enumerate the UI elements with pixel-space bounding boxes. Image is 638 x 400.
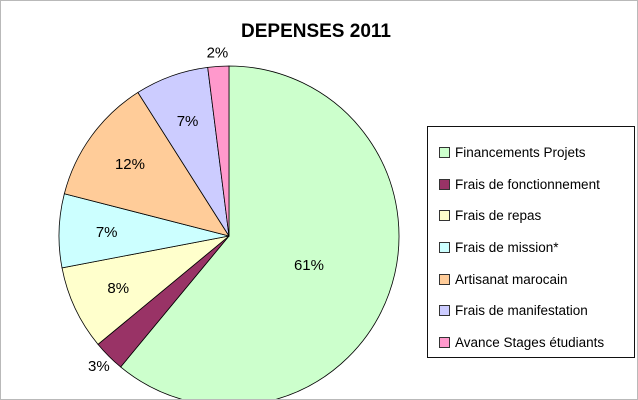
legend-swatch-6	[439, 336, 450, 348]
legend-item-2: Frais de repas	[428, 200, 634, 232]
legend-item-4: Artisanat marocain	[428, 263, 634, 295]
legend-item-3: Frais de mission*	[428, 232, 634, 264]
legend-swatch-2	[439, 210, 450, 222]
chart-title: DEPENSES 2011	[241, 21, 391, 42]
slice-label-2: 8%	[107, 280, 129, 297]
legend-label-6: Avance Stages étudiants	[455, 334, 605, 350]
legend-swatch-1	[439, 178, 450, 190]
legend-label-0: Financements Projets	[455, 145, 586, 161]
legend-item-0: Financements Projets	[428, 137, 634, 169]
slice-label-3: 7%	[96, 224, 118, 241]
slice-label-4: 12%	[115, 156, 145, 173]
legend-swatch-4	[439, 273, 450, 285]
legend-item-1: Frais de fonctionnement	[428, 169, 634, 201]
legend-label-1: Frais de fonctionnement	[455, 176, 600, 192]
pie-slice-6	[207, 65, 230, 237]
slice-label-1: 3%	[88, 358, 110, 375]
legend-label-5: Frais de manifestation	[455, 303, 588, 319]
legend-item-5: Frais de manifestation	[428, 295, 634, 327]
legend: Financements Projets Frais de fonctionnem…	[427, 126, 635, 358]
slice-label-6: 2%	[207, 44, 229, 61]
pie-slice-0	[120, 65, 400, 399]
legend-label-3: Frais de mission*	[455, 240, 559, 256]
pie-slice-4	[63, 91, 230, 237]
legend-swatch-3	[439, 242, 450, 254]
legend-swatch-0	[439, 147, 450, 159]
slice-label-5: 7%	[177, 113, 199, 130]
legend-swatch-5	[439, 305, 450, 317]
slice-label-0: 61%	[294, 257, 324, 274]
legend-label-2: Frais de repas	[455, 208, 542, 224]
legend-item-6: Avance Stages étudiants	[428, 327, 634, 359]
legend-label-4: Artisanat marocain	[455, 271, 568, 287]
